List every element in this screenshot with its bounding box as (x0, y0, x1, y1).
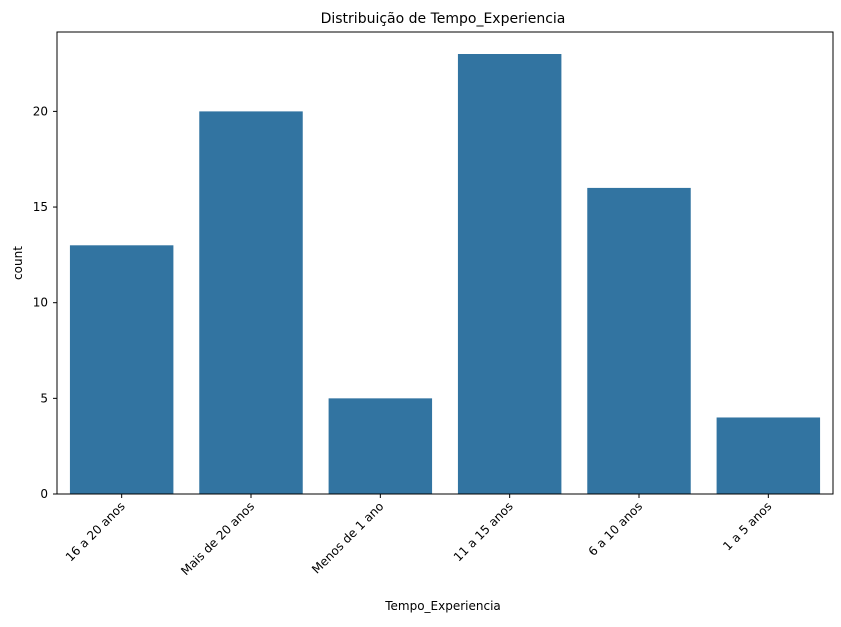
y-tick-label: 10 (33, 296, 48, 310)
y-tick-label: 0 (40, 487, 48, 501)
x-axis: 16 a 20 anos Mais de 20 anos Menos de 1 an… (63, 494, 774, 578)
x-tick-label: 6 a 10 anos (586, 499, 646, 559)
y-axis-label: count (11, 246, 25, 280)
x-tick-label: 1 a 5 anos (720, 499, 774, 553)
bar-16-a-20-anos (69, 245, 174, 494)
bar-11-a-15-anos (457, 54, 562, 494)
chart-title: Distribuição de Tempo_Experiencia (321, 11, 566, 27)
plot-frame (56, 31, 834, 495)
bar-mais-de-20-anos (199, 111, 303, 494)
x-tick-label: 11 a 15 anos (451, 499, 516, 564)
x-tick-label: Menos de 1 ano (309, 499, 386, 576)
y-tick-label: 5 (40, 391, 48, 405)
y-tick-label: 20 (33, 104, 48, 118)
x-tick-label: 16 a 20 anos (63, 499, 128, 564)
bar-6-a-10-anos (587, 187, 691, 494)
bar-menos-de-1-ano (328, 398, 433, 494)
bar-1-a-5-anos (716, 417, 821, 494)
y-tick-label: 15 (33, 200, 48, 214)
y-axis: 0 5 10 15 20 (33, 104, 57, 501)
x-tick-label: Mais de 20 anos (178, 499, 257, 578)
bars-layer (69, 54, 821, 494)
x-axis-label: Tempo_Experiencia (384, 599, 501, 613)
